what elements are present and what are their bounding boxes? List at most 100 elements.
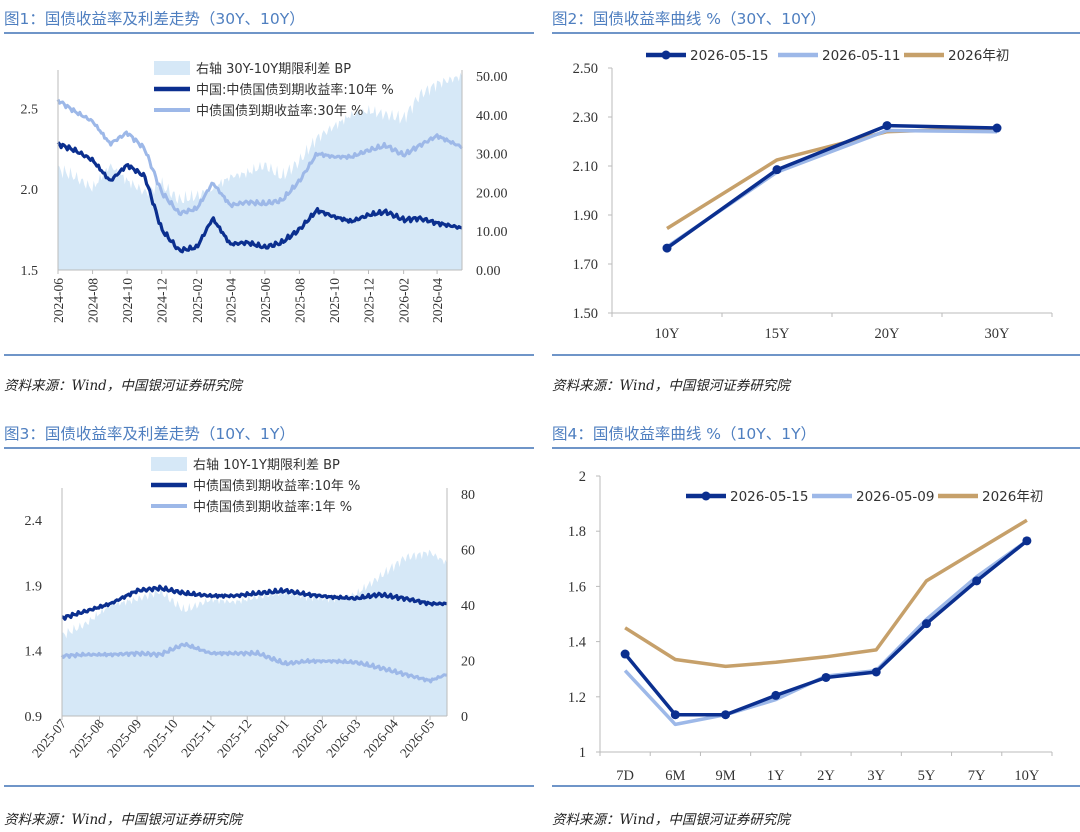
y-tick-label: 1 [579,745,586,761]
x-tick-label: 2025-11 [178,716,218,760]
source-rule [4,785,534,787]
curve-point [662,243,672,253]
yield-line-series-1 [56,141,463,254]
x-tick-label: 2025-08 [292,278,307,323]
legend-label: 右轴 10Y-1Y期限利差 BP [193,458,340,473]
x-tick-label: 2025-04 [223,278,238,323]
right-tick-label: 60 [461,544,475,559]
legend-label: 中债国债到期收益率:10年 % [193,478,360,494]
legend-marker [661,50,671,60]
chart-panel-2: 图2：国债收益率曲线 %（30Y、10Y） 1.50 1.70 1.90 2.10 2.… [552,0,1080,416]
x-category-label: 30Y [985,326,1011,342]
y-tick-label: 1.6 [568,579,586,595]
chart-panel-3: 图3：国债收益率及利差走势（10Y、1Y） 0.9 1.4 1.9 2.4 0 20 40 6… [4,416,534,832]
x-tick-label: 2026-03 [323,716,364,760]
legend-label: 2026-05-09 [856,489,934,505]
x-category-label: 7Y [968,768,986,784]
yield-line-series-2 [60,641,448,684]
title-rule [552,32,1080,34]
x-tick-label: 2025-10 [140,716,181,760]
legend-label: 2026年初 [948,47,1009,64]
curve-line-series-2 [624,518,1028,669]
x-category-label: 10Y [1014,768,1040,784]
curve-point [972,576,982,586]
y-tick-label: 1.50 [573,306,598,322]
right-tick-label: 50.00 [476,70,508,85]
chart-title: 图3：国债收益率及利差走势（10Y、1Y） [4,425,295,443]
curve-point [882,121,892,131]
x-tick-label: 2024-08 [86,278,101,323]
legend-label: 2026-05-15 [690,48,768,64]
x-tick-label: 2025-10 [327,278,342,323]
source-note: 资料来源：Wind，中国银河证券研究院 [4,378,242,394]
x-category-label: 10Y [655,326,681,342]
title-rule [552,447,1080,449]
left-tick-label: 0.9 [25,710,43,725]
y-tick-label: 2.50 [573,61,598,77]
right-tick-label: 40.00 [476,109,508,124]
left-tick-label: 2.4 [25,514,43,529]
chart-1-svg: 1.5 2.0 2.5 0.00 10.00 20.00 30.00 40.00 50.00 20… [21,61,508,323]
curve-point [620,649,630,659]
curve-point [992,123,1002,133]
y-tick-label: 2.10 [573,159,598,175]
right-tick-label: 40 [461,599,475,614]
x-category-label: 1Y [767,768,785,784]
x-category-label: 2Y [817,768,835,784]
y-tick-label: 1.90 [573,208,598,224]
x-tick-label: 2024-12 [155,278,170,323]
curve-line-series-0 [623,539,1028,717]
left-tick-label: 1.4 [25,645,43,660]
left-tick-label: 1.9 [25,579,43,594]
chart-title: 图1：国债收益率及利差走势（30Y、10Y） [4,10,305,28]
x-category-label: 6M [665,768,685,784]
right-tick-label: 20 [461,655,475,670]
source-note: 资料来源：Wind，中国银河证券研究院 [4,812,242,828]
curve-point [821,672,831,682]
x-category-label: 5Y [918,768,936,784]
x-tick-label: 2026-05 [397,716,438,760]
source-rule [552,785,1080,787]
right-tick-label: 10.00 [476,225,508,240]
curve-point [772,165,782,175]
chart-panel-4: 图4：国债收益率曲线 %（10Y、1Y） 1 1.2 1.4 1.6 1.8 2 7D 6M 9… [552,416,1080,832]
x-tick-label: 2024-06 [51,278,66,323]
x-tick-label: 2026-04 [361,716,402,760]
title-rule [4,32,534,34]
y-tick-label: 1.70 [573,257,598,273]
chart-4-svg: 1 1.2 1.4 1.6 1.8 2 7D 6M 9M 1Y 2Y 3Y 5Y 7Y 10Y 2026-05… [568,469,1053,784]
legend-label: 中债国债到期收益率:1年 % [193,499,352,515]
chart-3-svg: 0.91.41.92.40204060802025-072025-082025-… [25,457,475,760]
chart-title: 图2：国债收益率曲线 %（30Y、10Y） [552,10,826,28]
curve-point [721,710,731,720]
title-rule [4,447,534,449]
curve-line-series-1 [623,539,1028,727]
chart-title: 图4：国债收益率曲线 %（10Y、1Y） [552,425,817,443]
yield-line-series-1 [61,584,448,621]
legend-label: 中债国债到期收益率:30年 % [196,103,363,119]
x-tick-label: 2024-10 [120,278,135,323]
legend-marker [701,491,711,501]
x-tick-label: 2026-02 [289,716,329,760]
right-tick-label: 0.00 [476,264,501,279]
legend-label: 2026年初 [982,488,1043,505]
x-tick-label: 2025-12 [362,278,377,323]
legend-label: 右轴 30Y-10Y期限利差 BP [196,62,351,77]
y-tick-label: 2.30 [573,110,598,126]
right-tick-label: 30.00 [476,148,508,163]
y-tick-label: 1.4 [568,635,587,651]
x-category-label: 20Y [875,326,901,342]
x-tick-label: 2026-04 [430,278,445,323]
x-tick-label: 2025-06 [258,278,273,323]
right-tick-label: 20.00 [476,186,508,201]
x-category-label: 9M [715,768,735,784]
legend-label: 中国:中债国债到期收益率:10年 % [196,82,394,98]
chart-2-svg: 1.50 1.70 1.90 2.10 2.30 2.50 10Y 15Y 20Y 30Y 2026… [573,47,1053,342]
left-tick-label: 2.5 [21,102,39,117]
left-tick-label: 1.5 [21,264,39,279]
right-tick-label: 0 [461,710,468,725]
curve-point [1022,536,1032,546]
source-note: 资料来源：Wind，中国银河证券研究院 [552,812,790,828]
x-tick-label: 2025-08 [66,716,107,760]
yield-line-series-2 [56,98,463,217]
